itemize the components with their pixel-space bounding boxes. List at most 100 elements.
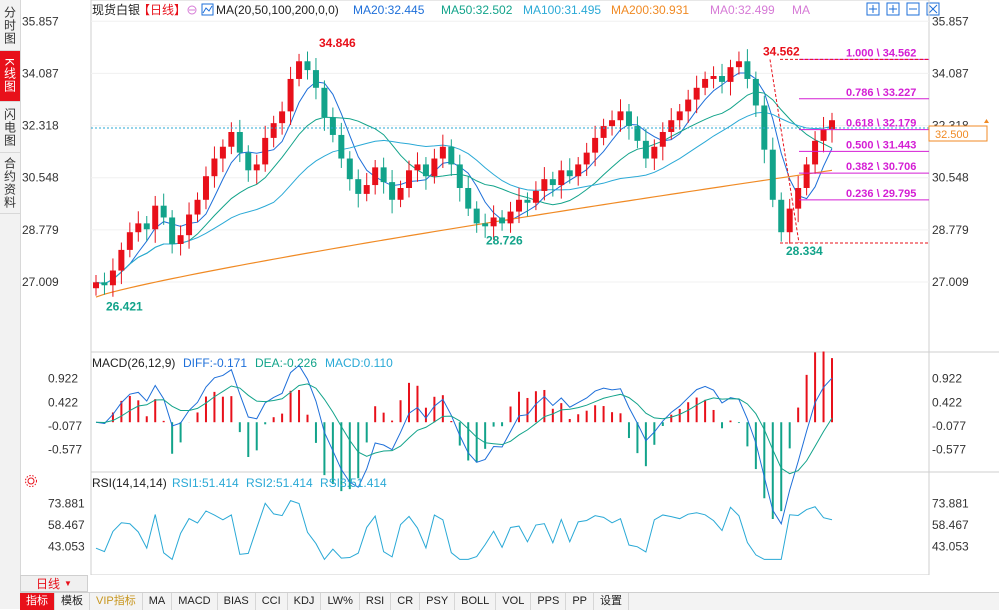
price-tick-right: 28.779	[932, 223, 969, 237]
ma200-line	[95, 169, 833, 298]
macd-dea: DEA:-0.226	[255, 356, 317, 370]
chart-area[interactable]: 现货白银 【日线】 MA(20,50,100,200,0,0) MA20:32.…	[20, 0, 999, 575]
move-icon[interactable]	[866, 2, 880, 16]
candle-body	[93, 282, 99, 289]
candle-body	[727, 67, 734, 82]
indicator-tab[interactable]: MACD	[172, 593, 218, 610]
price-tick-left: 35.857	[22, 14, 59, 28]
candle-body	[152, 205, 159, 230]
candle-body	[363, 185, 370, 194]
tab-contract-info[interactable]: 合约资料	[0, 153, 20, 214]
toolbar-icons	[866, 2, 940, 16]
plot-frame	[90, 0, 930, 575]
candlesticks	[93, 49, 835, 297]
instrument-title: 现货白银	[92, 2, 140, 17]
period-dropdown[interactable]: 日线 ▼	[20, 575, 88, 592]
candle-body	[549, 179, 556, 186]
candle-body	[778, 199, 785, 233]
candle-body	[719, 76, 726, 82]
candle-body	[211, 158, 218, 177]
tab-time-chart[interactable]: 分时图	[0, 0, 20, 51]
main-price-axis: 35.85735.85734.08734.08732.31832.31830.5…	[22, 14, 969, 289]
tab-kline-chart[interactable]: K线图	[0, 51, 20, 102]
candle-body	[820, 129, 827, 141]
price-tick-left: 32.318	[22, 119, 59, 133]
indicator-tab[interactable]: BIAS	[218, 593, 256, 610]
fib-label: 0.618 \ 32.179	[846, 118, 916, 130]
indicator-tab[interactable]: VOL	[496, 593, 532, 610]
ma-label: MA(20,50,100,200,0,0)	[216, 3, 339, 17]
price-tick-left: 30.548	[22, 171, 59, 185]
high-annotation: 34.846	[319, 36, 356, 50]
ma-value-label: MA100:31.495	[523, 3, 601, 17]
indicator-tab[interactable]: LW%	[321, 593, 360, 610]
high-annotation: 34.562	[763, 44, 800, 58]
price-tick-right: 34.087	[932, 66, 969, 80]
tab-flash-chart[interactable]: 闪电图	[0, 102, 20, 153]
candle-body	[287, 78, 294, 112]
candle-body	[118, 249, 125, 271]
indicator-tab[interactable]: CCI	[256, 593, 288, 610]
price-tick-right: 30.548	[932, 171, 969, 185]
fib-label: 0.236 \ 29.795	[846, 188, 916, 200]
candle-body	[532, 190, 539, 203]
ma-value-label: MA	[792, 3, 810, 17]
indicator-tab[interactable]: PP	[566, 593, 595, 610]
candle-body	[685, 99, 692, 112]
candle-body	[228, 132, 235, 147]
zoom-out-icon[interactable]	[906, 2, 920, 16]
ma-chart-icon[interactable]	[201, 3, 214, 16]
ma-settings-icon[interactable]	[187, 5, 197, 15]
candle-body	[355, 179, 362, 194]
close-icon[interactable]	[926, 2, 940, 16]
indicator-tab[interactable]: PPS	[531, 593, 567, 610]
rsi-settings-icon[interactable]	[25, 475, 37, 487]
price-tick-left: 28.779	[22, 223, 59, 237]
macd-dea-line	[95, 383, 833, 475]
ma-value-label: MA50:32.502	[441, 3, 513, 17]
candle-body	[575, 164, 582, 177]
macd-histogram	[103, 351, 833, 520]
candle-body	[169, 217, 176, 244]
indicator-tab[interactable]: CR	[391, 593, 421, 610]
candle-body	[769, 149, 776, 200]
candle-body	[397, 188, 404, 200]
candle-body	[735, 61, 742, 68]
indicator-tab[interactable]: RSI	[360, 593, 392, 610]
candle-body	[668, 120, 675, 132]
candle-body	[312, 70, 319, 88]
zoom-in-icon[interactable]	[886, 2, 900, 16]
candle-body	[406, 170, 413, 188]
indicator-tab[interactable]: KDJ	[288, 593, 322, 610]
price-tick-right: 35.857	[932, 14, 969, 28]
candle-body	[135, 223, 142, 233]
fibonacci-levels: 1.000 \ 34.562 0.786 \ 33.227 0.618 \ 32.1…	[769, 47, 929, 244]
indicator-tab[interactable]: 设置	[594, 593, 630, 610]
price-tick-left: 27.009	[22, 275, 59, 289]
indicator-tab[interactable]: MA	[143, 593, 173, 610]
price-annotations: 34.846 34.562 26.421 28.726 28.334	[106, 36, 823, 313]
low-annotation: 28.726	[486, 233, 523, 247]
candle-body	[304, 61, 311, 71]
price-tick-right: 27.009	[932, 275, 969, 289]
macd-title: MACD(26,12,9)	[92, 356, 175, 370]
rsi-title: RSI(14,14,14)	[92, 476, 167, 490]
chevron-down-icon: ▼	[64, 579, 72, 588]
candle-body	[642, 140, 649, 159]
candle-body	[617, 111, 624, 121]
rsi-tick-left: 43.053	[48, 540, 85, 554]
macd-tick-left: -0.577	[48, 442, 82, 456]
candle-body	[651, 146, 658, 159]
candle-body	[786, 208, 793, 233]
ma-chart-icon-line	[202, 5, 213, 14]
indicator-tab[interactable]: BOLL	[455, 593, 497, 610]
indicator-tab[interactable]: VIP指标	[90, 593, 143, 610]
low-annotation: 26.421	[106, 299, 143, 313]
candle-body	[507, 211, 514, 224]
candle-body	[829, 120, 835, 130]
indicator-tab[interactable]: 指标	[20, 593, 55, 610]
candle-body	[380, 167, 387, 183]
indicator-tab[interactable]: 模板	[55, 593, 90, 610]
indicator-tab[interactable]: PSY	[420, 593, 456, 610]
fib-trend-line	[769, 59, 800, 244]
